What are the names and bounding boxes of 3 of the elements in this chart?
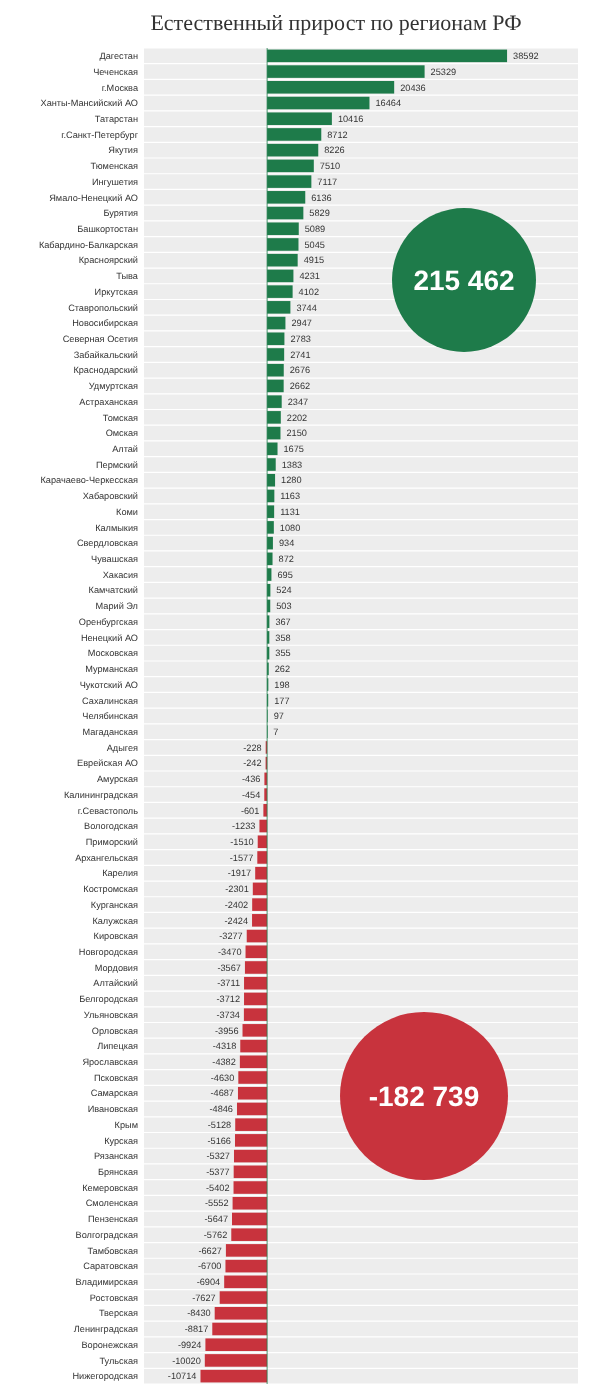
annotation: 215 462 (413, 263, 516, 296)
chart-title: Естественный прирост по регионам РФ (150, 12, 523, 36)
annotation: -182 739 (368, 1079, 480, 1112)
